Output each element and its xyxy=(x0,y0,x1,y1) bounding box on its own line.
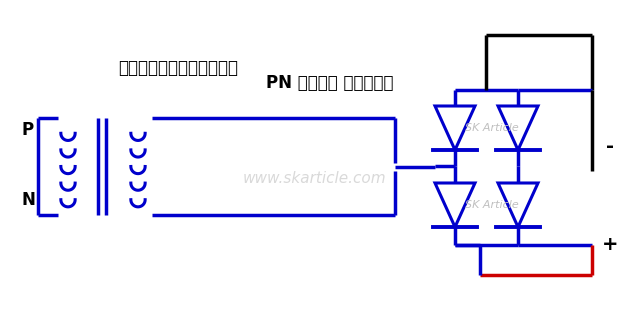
Text: +: + xyxy=(602,235,618,255)
Text: ट्रांसफार्मर: ट्रांसफार्मर xyxy=(118,59,238,77)
Text: SK Article: SK Article xyxy=(465,123,519,133)
Text: P: P xyxy=(22,121,34,139)
Text: PN संधि डायोड: PN संधि डायोड xyxy=(266,74,394,92)
Text: www.skarticle.com: www.skarticle.com xyxy=(243,171,387,185)
Text: N: N xyxy=(21,191,35,209)
Text: -: - xyxy=(606,137,614,155)
Text: SK Article: SK Article xyxy=(465,200,519,210)
